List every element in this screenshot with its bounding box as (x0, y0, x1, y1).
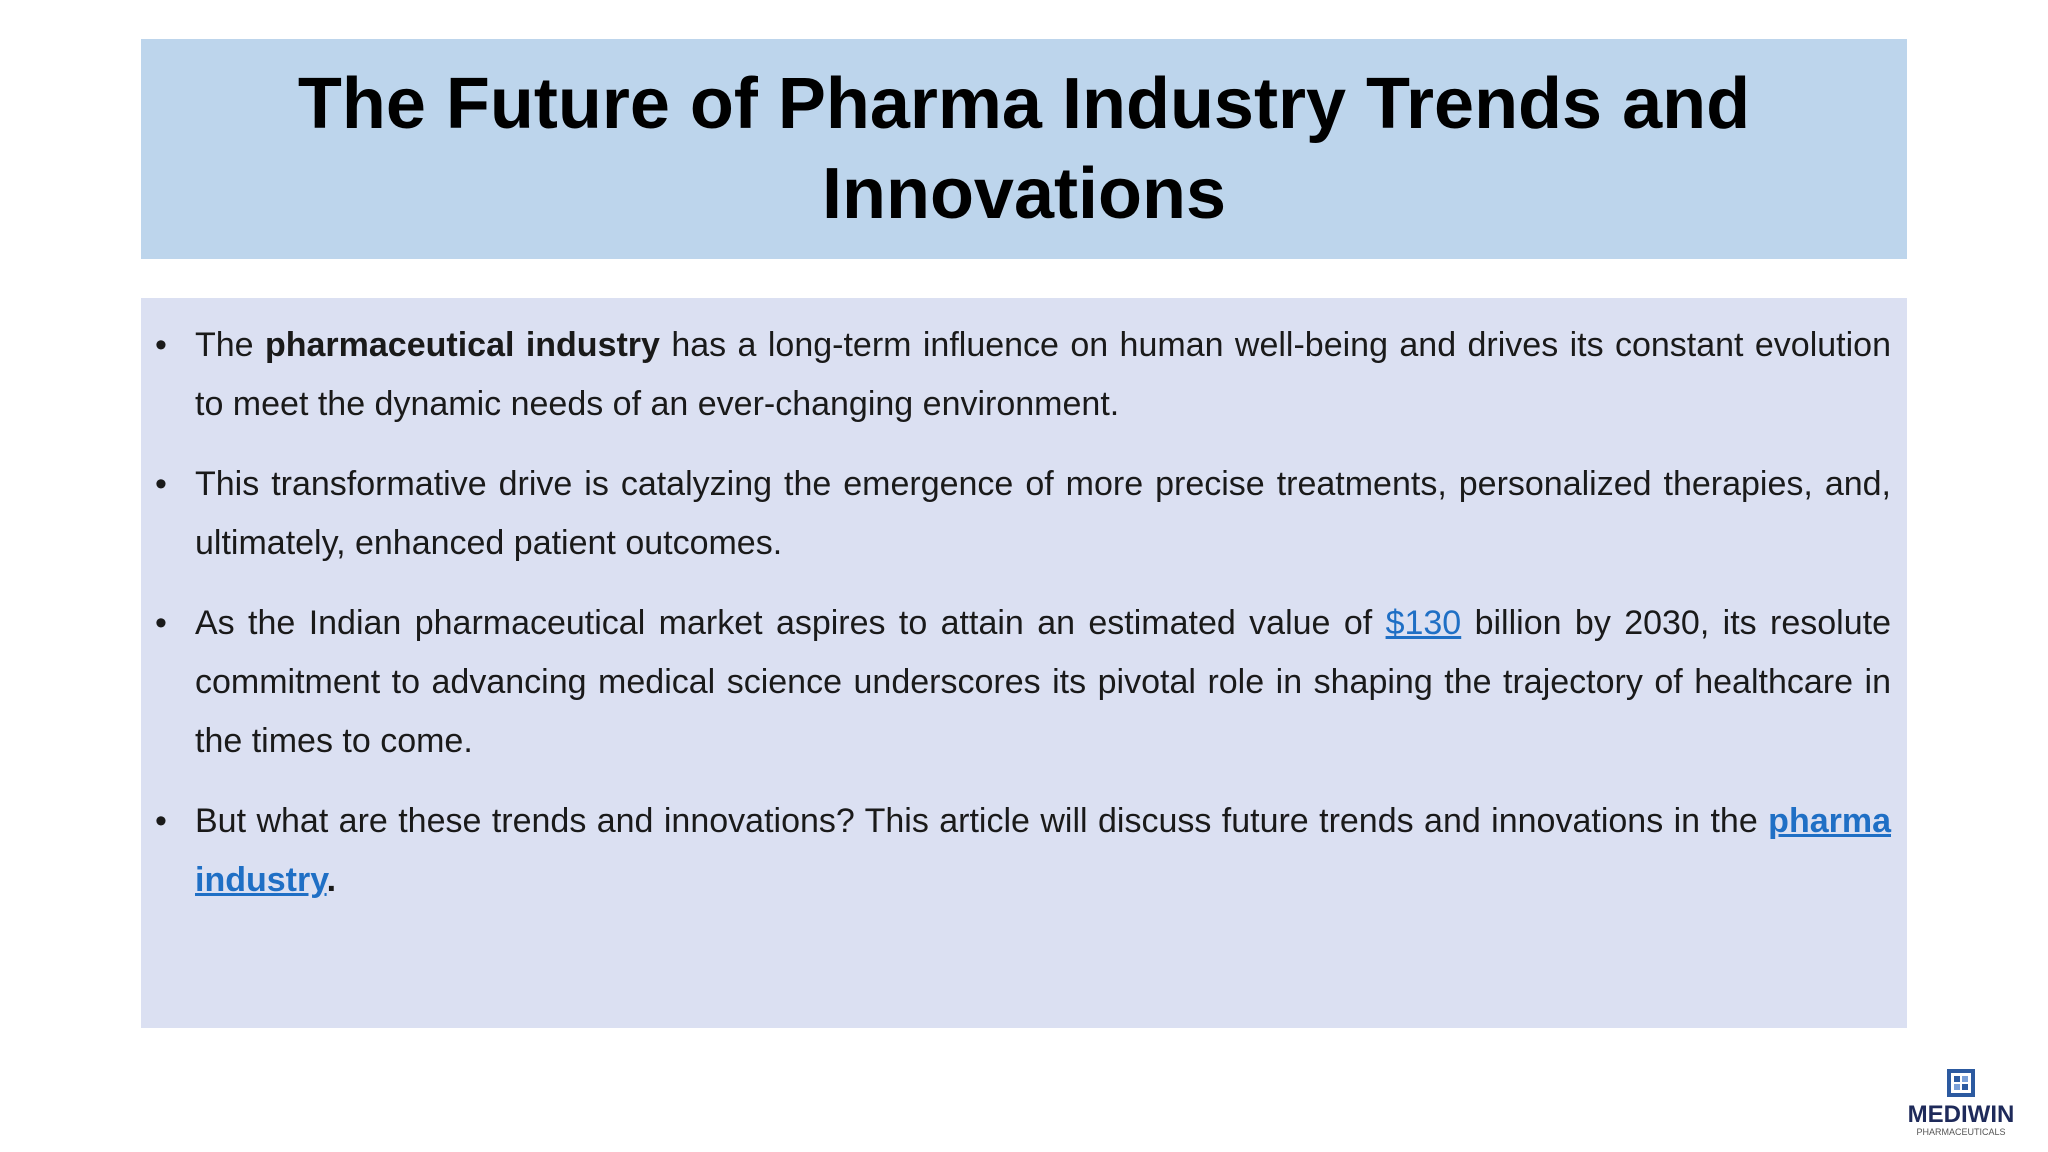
logo-name: MEDIWIN (1907, 1101, 2015, 1128)
bold-text: . (326, 861, 337, 899)
bold-text: pharmaceutical industry (264, 326, 660, 364)
text: This transformative drive is catalyzing … (195, 465, 1891, 562)
bullet: The pharmaceutical industry has a long-t… (155, 316, 1891, 434)
bullet: As the Indian pharmaceutical market aspi… (155, 594, 1891, 771)
text: As the Indian pharmaceutical market aspi… (195, 604, 1386, 642)
logo: MEDIWIN PHARMACEUTICALS (1896, 1068, 2026, 1138)
bullet: But what are these trends and innovation… (155, 792, 1891, 910)
text: The (195, 326, 265, 364)
text: But what are these trends and innovation… (195, 802, 1769, 840)
logo-tagline: PHARMACEUTICALS (1916, 1127, 2006, 1137)
text: has a long-term influence on human well-… (195, 326, 1891, 423)
bullet: This transformative drive is catalyzing … (155, 455, 1891, 573)
text: billion by 2030, its resolute commitment… (195, 604, 1891, 760)
link[interactable]: $130 (1385, 604, 1462, 642)
title-banner: The Future of Pharma Industry Trends and… (141, 39, 1907, 259)
bullet-list: The pharmaceutical industry has a long-t… (155, 316, 1891, 931)
link[interactable]: pharma industry (195, 802, 1891, 899)
logo-icon (1947, 1069, 1975, 1097)
slide-title: The Future of Pharma Industry Trends and… (297, 64, 1751, 234)
content-panel: The pharmaceutical industry has a long-t… (141, 298, 1907, 1028)
